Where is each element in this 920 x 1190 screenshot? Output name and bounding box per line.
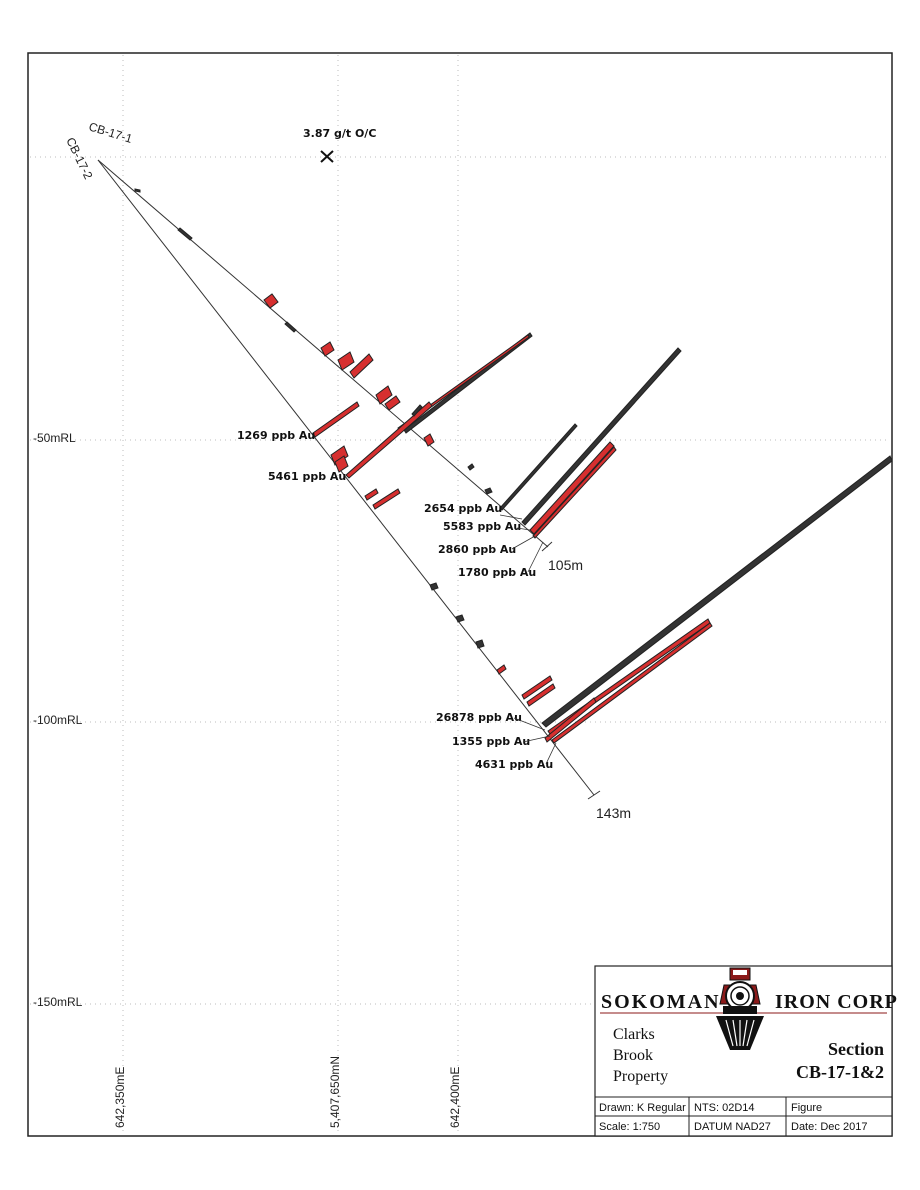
rl-label: -50mRL bbox=[33, 431, 76, 445]
assay-bar bbox=[334, 455, 349, 473]
assay-bar bbox=[263, 293, 279, 309]
outcrop-x-marker bbox=[320, 150, 334, 163]
black-bar bbox=[177, 227, 193, 241]
assay-bar bbox=[375, 385, 393, 405]
drill-trace-cb17-1 bbox=[97, 159, 549, 548]
easting-label: 642,400mE bbox=[448, 1067, 462, 1128]
end-depth-cb17-2: 143m bbox=[596, 805, 631, 821]
nts-sheet: NTS: 02D14 bbox=[694, 1102, 755, 1114]
assay-bar bbox=[364, 488, 379, 501]
assay-bar bbox=[312, 401, 360, 438]
company-name-left: SOKOMAN bbox=[601, 991, 721, 1013]
end-depth-cb17-1: 105m bbox=[548, 557, 583, 573]
assay-label: 2654 ppb Au bbox=[424, 502, 502, 515]
short-bars bbox=[134, 188, 597, 743]
black-bar bbox=[455, 614, 465, 623]
end-tick-cb17-1 bbox=[541, 541, 553, 552]
title-block: SOKOMAN IRON CORP Clarks Brook Property … bbox=[594, 965, 898, 1137]
assay-bar bbox=[337, 351, 355, 371]
assay-label: 1355 ppb Au bbox=[452, 735, 530, 748]
figure-label: Figure bbox=[791, 1102, 822, 1114]
black-bar bbox=[521, 347, 682, 526]
assay-label: 1269 ppb Au bbox=[237, 429, 315, 442]
assay-label: 5583 ppb Au bbox=[443, 520, 521, 533]
northing-label: 5,407,650mN bbox=[328, 1056, 342, 1128]
property-line: Brook bbox=[613, 1047, 653, 1064]
assay-bar bbox=[384, 395, 401, 411]
assay-bar bbox=[521, 675, 553, 700]
assay-bar bbox=[320, 341, 335, 357]
section-word: Section bbox=[828, 1039, 884, 1059]
locomotive-logo-icon bbox=[716, 967, 764, 1050]
black-bar bbox=[541, 455, 893, 728]
assay-label: 2860 ppb Au bbox=[438, 543, 516, 556]
black-bar bbox=[429, 582, 439, 591]
date: Date: Dec 2017 bbox=[791, 1121, 867, 1133]
end-tick-cb17-2 bbox=[587, 790, 601, 800]
black-bar bbox=[134, 188, 141, 193]
black-bar bbox=[467, 463, 475, 471]
long-bars bbox=[312, 332, 893, 744]
property-line: Property bbox=[613, 1068, 668, 1085]
assay-bar bbox=[496, 664, 507, 675]
outcrop-label: 3.87 g/t O/C bbox=[303, 127, 376, 140]
drill-trace-cb17-2 bbox=[97, 159, 595, 796]
datum: DATUM NAD27 bbox=[694, 1121, 771, 1133]
assay-label: 26878 ppb Au bbox=[436, 711, 522, 724]
easting-label: 642,350mE bbox=[113, 1067, 127, 1128]
grid-lines bbox=[30, 55, 890, 1134]
hole-label-cb17-1: CB-17-1 bbox=[87, 119, 134, 146]
drawn-by: Drawn: K Regular bbox=[599, 1102, 686, 1114]
company-name-right: IRON CORP bbox=[775, 991, 898, 1013]
scale: Scale: 1:750 bbox=[599, 1121, 660, 1133]
black-bar bbox=[284, 321, 297, 333]
assay-leaders bbox=[499, 514, 557, 765]
assay-bar bbox=[532, 446, 617, 539]
rl-label: -150mRL bbox=[33, 995, 83, 1009]
assay-bar bbox=[526, 683, 556, 707]
property-line: Clarks bbox=[613, 1026, 655, 1043]
black-bar bbox=[411, 404, 423, 417]
assay-bar bbox=[330, 445, 349, 466]
black-bar bbox=[484, 487, 493, 495]
assay-bar bbox=[349, 353, 374, 379]
assay-bar bbox=[529, 441, 615, 535]
assay-label: 5461 ppb Au bbox=[268, 470, 346, 483]
assay-label: 4631 ppb Au bbox=[475, 758, 553, 771]
map-border bbox=[27, 52, 893, 1137]
black-bar bbox=[475, 639, 485, 649]
section-name: CB-17-1&2 bbox=[796, 1062, 884, 1082]
assay-bar bbox=[345, 401, 433, 479]
assay-bar bbox=[551, 622, 713, 744]
rl-label: -100mRL bbox=[33, 713, 83, 727]
assay-bar bbox=[423, 433, 435, 447]
black-bar bbox=[499, 423, 578, 511]
assay-bar bbox=[544, 697, 597, 743]
assay-label: 1780 ppb Au bbox=[458, 566, 536, 579]
hole-label-cb17-2: CB-17-2 bbox=[63, 135, 95, 182]
assay-bar bbox=[372, 488, 401, 510]
